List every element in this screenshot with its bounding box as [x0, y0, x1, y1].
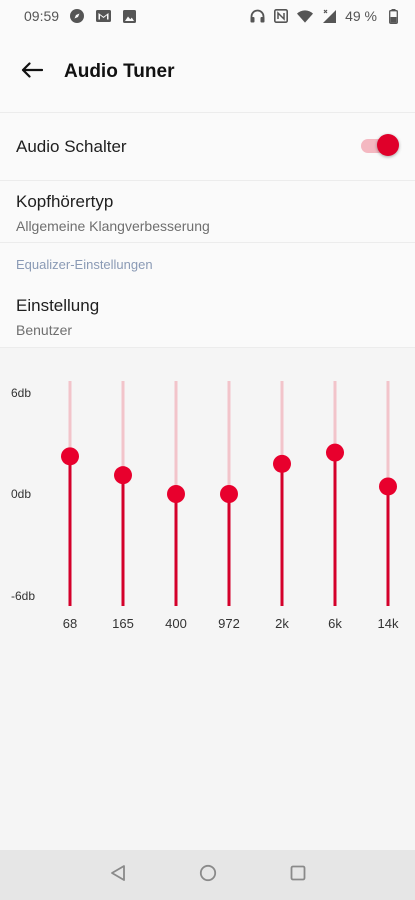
- page-title: Audio Tuner: [64, 61, 175, 82]
- eq-slider-thumb[interactable]: [167, 485, 185, 503]
- compass-icon: [69, 8, 85, 24]
- home-circle-icon: [199, 864, 217, 887]
- battery-percentage: 49 %: [345, 8, 377, 24]
- back-triangle-icon: [110, 864, 126, 887]
- eq-y-label: -6db: [11, 589, 35, 603]
- nfc-icon: [273, 8, 289, 24]
- gmail-icon: [95, 8, 111, 24]
- status-right: 49 %: [249, 8, 401, 24]
- recents-square-icon: [290, 865, 306, 886]
- eq-slider-thumb[interactable]: [273, 454, 291, 473]
- image-icon: [121, 8, 137, 24]
- nav-home-button[interactable]: [194, 861, 222, 889]
- navigation-bar: [0, 850, 415, 900]
- eq-band-6k[interactable]: 6k: [326, 381, 344, 631]
- preset-title: Einstellung: [16, 296, 100, 315]
- wifi-icon: [297, 8, 314, 24]
- audio-switch-label: Audio Schalter: [16, 136, 127, 156]
- eq-y-label: 6db: [11, 386, 31, 400]
- headphone-type-row[interactable]: Kopfhörertyp Allgemeine Klangverbesserun…: [0, 180, 415, 242]
- audio-switch-toggle[interactable]: [361, 134, 399, 156]
- eq-frequency-label: 400: [165, 616, 187, 631]
- eq-slider-thumb[interactable]: [114, 466, 132, 485]
- eq-frequency-label: 6k: [328, 616, 342, 631]
- eq-band-165[interactable]: 165: [112, 381, 134, 631]
- status-bar: 09:59 49 %: [0, 0, 415, 32]
- toggle-thumb: [377, 134, 399, 156]
- equalizer-section-header: Equalizer-Einstellungen: [0, 242, 415, 285]
- eq-band-400[interactable]: 400: [165, 381, 187, 631]
- eq-frequency-label: 165: [112, 616, 134, 631]
- app-bar: Audio Tuner: [0, 32, 415, 112]
- eq-y-label: 0db: [11, 487, 31, 501]
- status-left: 09:59: [24, 8, 137, 24]
- eq-slider-thumb[interactable]: [61, 447, 79, 466]
- battery-icon: [385, 8, 401, 24]
- eq-frequency-label: 14k: [378, 616, 399, 631]
- nav-recents-button[interactable]: [284, 861, 312, 889]
- headphones-icon: [249, 8, 265, 24]
- headphone-type-title: Kopfhörertyp: [16, 192, 114, 211]
- back-button[interactable]: [4, 44, 60, 100]
- signal-icon: [321, 8, 337, 24]
- eq-slider-thumb[interactable]: [220, 485, 238, 503]
- eq-slider-thumb[interactable]: [379, 477, 397, 496]
- nav-back-button[interactable]: [104, 861, 132, 889]
- eq-band-972[interactable]: 972: [218, 381, 240, 631]
- status-time: 09:59: [24, 8, 60, 24]
- eq-band-14k[interactable]: 14k: [378, 381, 399, 631]
- eq-slider-thumb[interactable]: [326, 443, 344, 462]
- eq-band-68[interactable]: 68: [61, 381, 79, 631]
- eq-frequency-label: 68: [63, 616, 77, 631]
- equalizer-panel: 6db 0db -6db 68 165 400 972 2k 6k 14k: [0, 347, 415, 850]
- audio-switch-row[interactable]: Audio Schalter: [0, 112, 415, 180]
- arrow-left-icon: [21, 61, 44, 83]
- eq-frequency-label: 2k: [275, 616, 289, 631]
- preset-row[interactable]: Einstellung Benutzer: [0, 285, 415, 347]
- equalizer-chart: 6db 0db -6db 68 165 400 972 2k 6k 14k: [11, 381, 399, 631]
- headphone-type-value: Allgemeine Klangverbesserung: [16, 218, 210, 234]
- eq-band-2k[interactable]: 2k: [273, 381, 291, 631]
- eq-frequency-label: 972: [218, 616, 240, 631]
- preset-value: Benutzer: [16, 322, 73, 338]
